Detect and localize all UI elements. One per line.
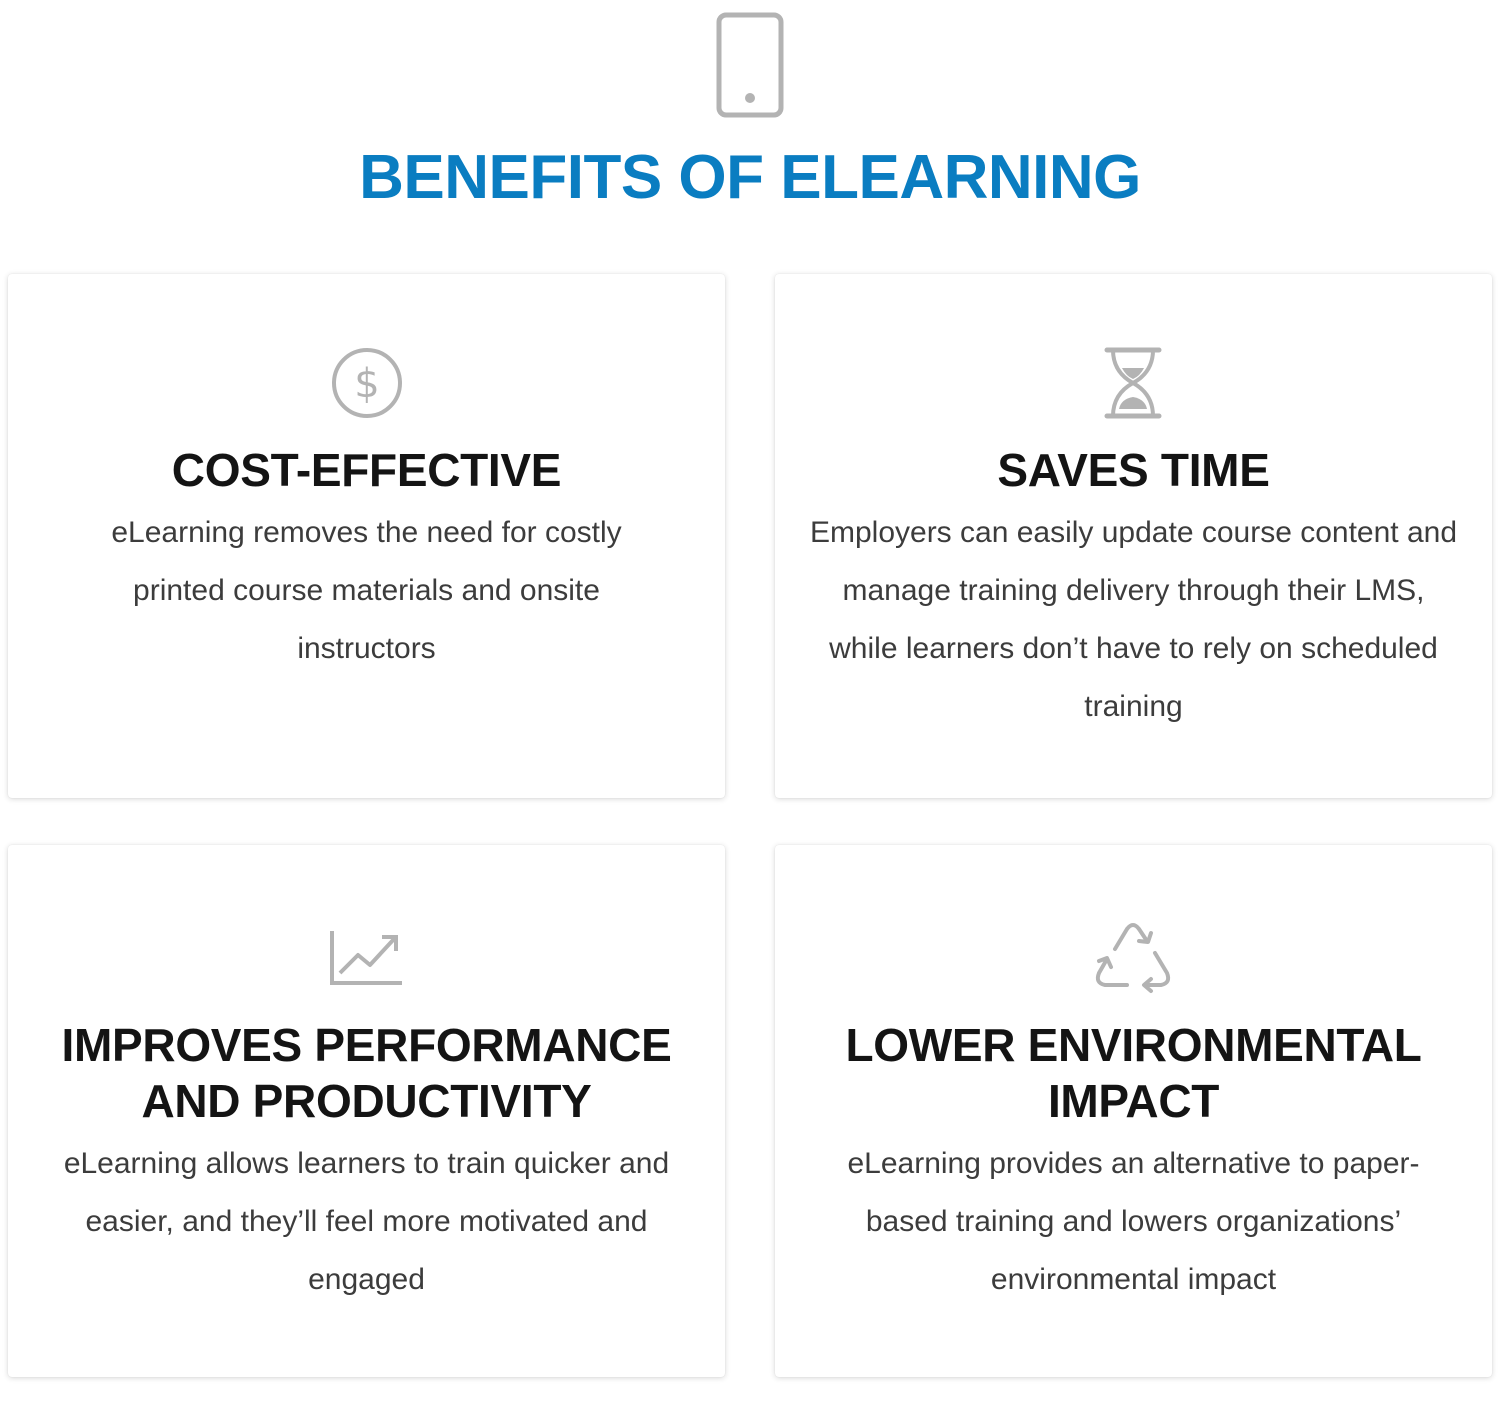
card-description: eLearning allows learners to train quick… (63, 1147, 670, 1296)
smartphone-icon (716, 12, 784, 118)
svg-text:$: $ (354, 361, 379, 407)
benefit-card-environmental: LOWER ENVIRONMENTAL IMPACT eLearning pro… (775, 845, 1492, 1377)
card-title: IMPROVES PERFORMANCE AND PRODUCTIVITY (61, 1019, 672, 1127)
benefit-card-performance: IMPROVES PERFORMANCE AND PRODUCTIVITY eL… (8, 845, 725, 1377)
card-description: Employers can easily update course conte… (809, 516, 1458, 723)
hourglass-icon (1104, 347, 1162, 419)
growth-chart-icon (330, 931, 402, 985)
card-title: COST-EFFECTIVE (171, 444, 562, 496)
recycle-icon (1095, 923, 1171, 993)
card-title: LOWER ENVIRONMENTAL IMPACT (845, 1019, 1422, 1127)
card-title: SAVES TIME (997, 444, 1270, 496)
card-description: eLearning provides an alternative to pap… (847, 1147, 1420, 1296)
page-title: BENEFITS OF ELEARNING (359, 143, 1141, 212)
benefit-card-cost-effective: $ COST-EFFECTIVE eLearning removes the n… (8, 274, 725, 798)
dollar-circle-icon: $ (332, 348, 402, 418)
benefit-card-saves-time: SAVES TIME Employers can easily update c… (775, 274, 1492, 798)
card-description: eLearning removes the need for costly pr… (111, 516, 622, 665)
